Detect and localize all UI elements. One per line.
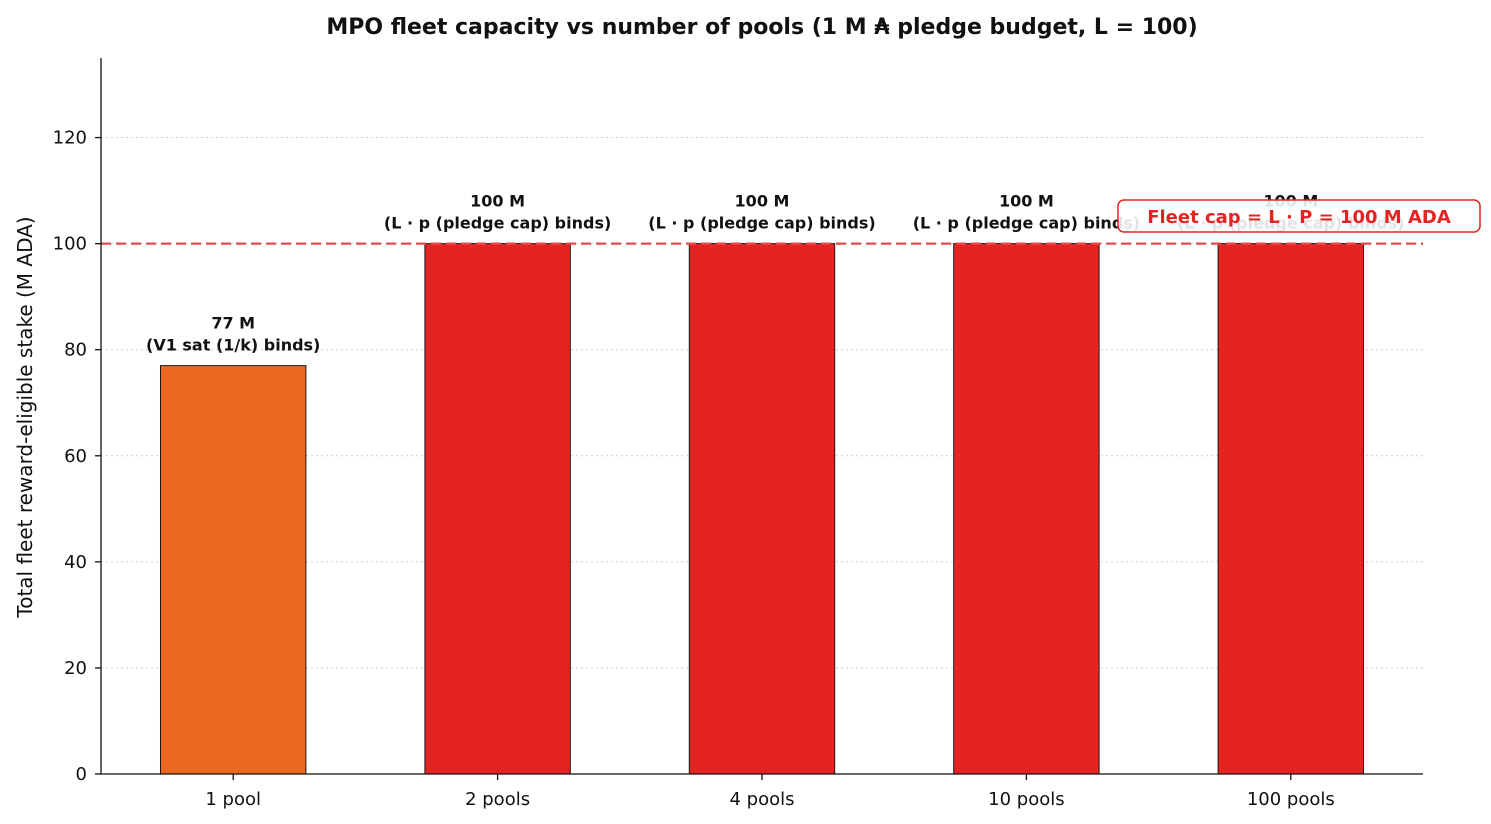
bar-1: [424, 243, 571, 775]
x-tick-label-1: 2 pools: [465, 789, 530, 810]
reference-line-label-box: [1117, 199, 1481, 233]
y-tick-label-100: 100: [53, 234, 87, 255]
x-tick-label-0: 1 pool: [205, 789, 261, 810]
x-ticks: 1 pool 2 pools 4 pools 10 pools 100 pools: [205, 774, 1335, 810]
y-tick-label-80: 80: [64, 340, 87, 361]
bar-annotation-2: (L · p (pledge cap) binds): [648, 214, 875, 233]
y-tick-label-120: 120: [53, 128, 87, 149]
x-tick-label-4: 100 pools: [1247, 789, 1335, 810]
bar-annotation-0: (V1 sat (1/k) binds): [146, 336, 320, 355]
y-tick-label-0: 0: [76, 764, 87, 785]
reference-line-label-group: Fleet cap = L · P = 100 M ADA: [1117, 199, 1481, 233]
bars: [159, 243, 1365, 775]
bar-0: [159, 365, 307, 775]
bar-4: [1217, 243, 1365, 775]
y-axis-label: Total fleet reward-eligible stake (M ADA…: [13, 216, 37, 618]
bar-value-label-0: 77 M: [211, 314, 255, 333]
bar-value-label-3: 100 M: [999, 192, 1054, 211]
y-tick-label-40: 40: [64, 552, 87, 573]
y-ticks: 0 20 40 60 80 100 120: [53, 128, 101, 785]
bar-annotation-3: (L · p (pledge cap) binds): [913, 214, 1140, 233]
y-tick-label-20: 20: [64, 658, 87, 679]
y-tick-label-60: 60: [64, 446, 87, 467]
bar-value-label-2: 100 M: [735, 192, 790, 211]
chart-title: MPO fleet capacity vs number of pools (1…: [326, 15, 1197, 40]
x-tick-label-3: 10 pools: [988, 789, 1064, 810]
reference-line-label: Fleet cap = L · P = 100 M ADA: [1147, 207, 1451, 228]
x-tick-label-2: 4 pools: [729, 789, 794, 810]
bar-2: [688, 243, 836, 775]
bar-value-label-1: 100 M: [470, 192, 525, 211]
bar-3: [953, 243, 1100, 775]
bar-annotation-1: (L · p (pledge cap) binds): [384, 214, 611, 233]
